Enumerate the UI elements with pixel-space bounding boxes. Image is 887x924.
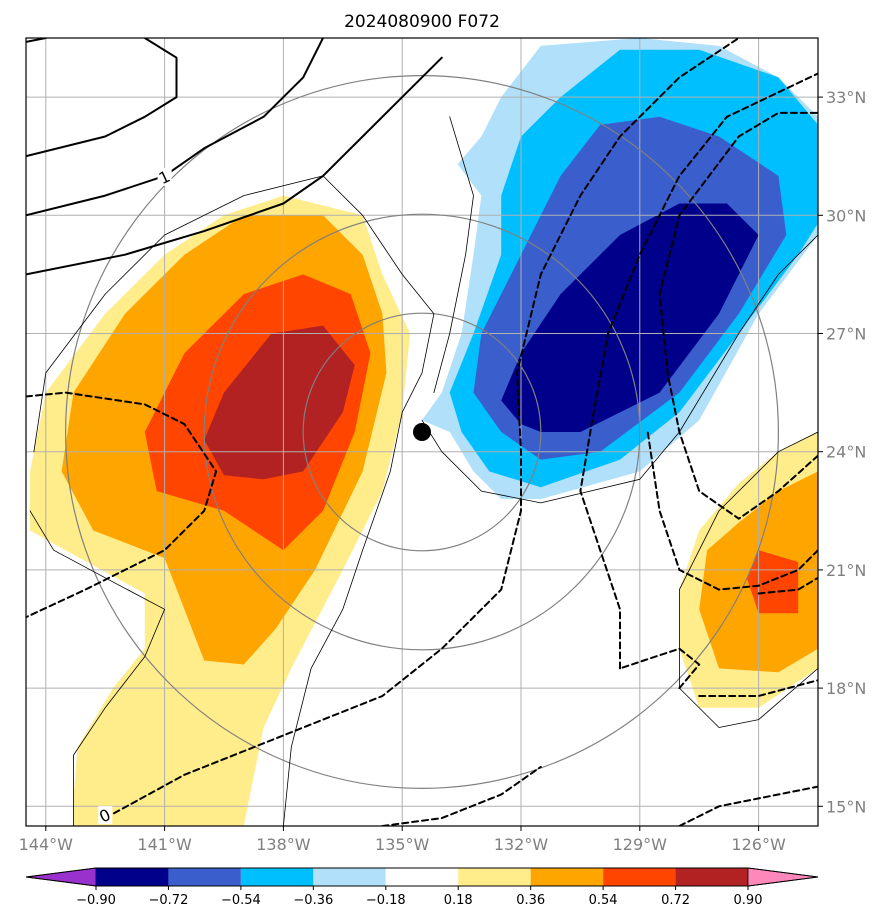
storm-center-layer [413,423,431,441]
y-tick-label-3: 24°N [826,443,866,462]
contour-line-14 [698,679,818,697]
y-tick-label-6: 33°N [826,88,866,107]
contour-label-bg-0 [157,167,172,186]
contour-line-10 [26,391,218,619]
plot-frame [25,37,819,827]
range-ring-1 [203,213,641,651]
x-tick-label-6: 126°W [731,835,786,854]
contour-labels: 10 [96,167,173,826]
contour-line-11 [104,38,740,820]
colorbar-label-4: −0.18 [366,893,406,908]
contour-line-17 [757,576,818,595]
contour-lines [26,38,818,826]
contour-line-1 [33,175,435,826]
x-tick-label-3: 135°W [375,835,430,854]
chart-title: 2024080900 F072 [344,12,500,32]
colorbar-label-1: −0.72 [149,893,189,908]
contour-line-4 [679,668,818,728]
y-tick-label-1: 18°N [826,679,866,698]
colorbar-extend-min [25,867,97,887]
x-tick-label-4: 132°W [494,835,549,854]
contour-line-8 [26,38,178,158]
colorbar-label-3: −0.36 [293,893,333,908]
y-tick-label-0: 15°N [826,797,866,816]
colorbar-label-8: 0.72 [661,893,690,908]
contour-line-16 [619,647,701,690]
contour-line-13 [678,785,818,826]
contour-label-bg-1 [98,806,113,825]
x-tick-label-5: 129°W [613,835,668,854]
y-tick-label-4: 27°N [826,325,866,344]
contour-line-7 [26,38,324,217]
plot-area: 10 [26,38,818,826]
y-tick-label-2: 21°N [826,561,866,580]
x-tick-label-1: 141°W [137,835,192,854]
shaded-region-7 [501,203,759,432]
colorbar-band-6 [458,868,531,886]
colorbar-band-5 [385,868,459,886]
x-tick-label-2: 138°W [256,835,311,854]
colorbar-label-7: 0.54 [589,893,618,908]
shaded-region-3 [204,325,355,480]
contour-line-19 [646,431,818,591]
x-axis-ticks: 144°W 141°W 138°W 135°W 132°W 129°W 126°W [19,826,786,854]
x-tick-label-0: 144°W [19,835,74,854]
contour-line-2 [421,234,818,504]
contour-line-5 [679,431,818,689]
colorbar-label-0: −0.90 [76,893,116,908]
colorbar-band-9 [675,868,748,886]
contour-line-9 [26,38,47,43]
colorbar-band-7 [530,868,604,886]
range-rings [65,75,779,789]
colorbar-label-5: 0.18 [444,893,473,908]
contour-line-15 [579,72,818,670]
range-ring-0 [302,312,542,552]
y-tick-label-5: 30°N [826,206,866,225]
storm-center-marker [413,423,431,441]
contour-line-6 [26,56,443,276]
contour-line-3 [433,116,474,394]
colorbar-band-4 [313,868,386,886]
colorbar: −0.90 −0.72 −0.54 −0.36 −0.18 0.18 0.36 0.54 0.7… [25,867,819,908]
colorbar-label-9: 0.90 [734,893,763,908]
colorbar-band-8 [603,868,676,886]
colorbar-band-3 [240,868,314,886]
contour-line-18 [658,111,818,520]
colorbar-extend-max [747,867,819,887]
colorbar-band-1 [96,868,169,886]
colorbar-band-2 [168,868,241,886]
contour-line-12 [381,765,542,826]
colorbar-label-2: −0.54 [221,893,261,908]
y-axis-ticks: 15°N 18°N 21°N 24°N 27°N 30°N 33°N [818,88,866,816]
shaded-region-10 [746,550,799,614]
range-ring-2 [65,75,779,789]
contour-line-0 [29,510,166,826]
colorbar-label-6: 0.36 [516,893,545,908]
